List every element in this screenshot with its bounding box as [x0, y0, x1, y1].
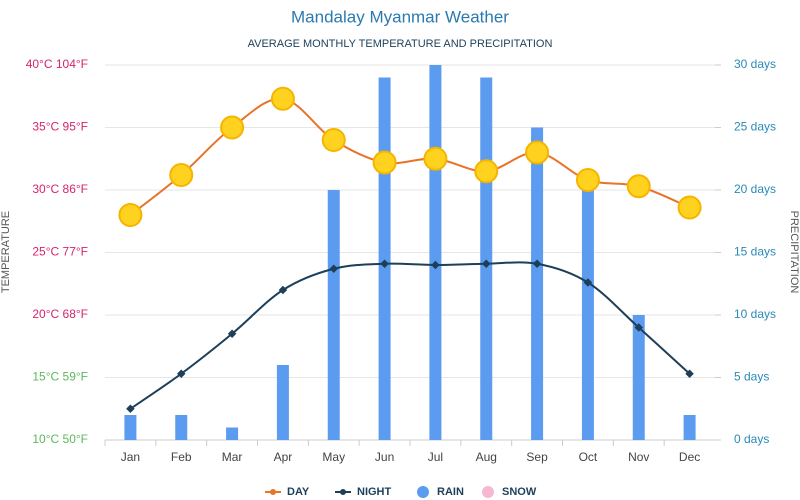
sun-marker [169, 163, 194, 187]
legend-swatch [482, 486, 494, 498]
y2-axis-title: PRECIPITATION [788, 211, 800, 294]
y-tick-label: 25°C 77°F [32, 245, 88, 259]
rain-bar [581, 177, 594, 440]
sun-marker [423, 146, 448, 171]
x-tick-label: Jul [428, 450, 443, 464]
legend-swatch [270, 489, 276, 495]
point [482, 259, 491, 268]
rain-bar [124, 415, 137, 440]
y2-tick-label: 0 days [734, 432, 769, 446]
x-tick-label: Dec [679, 450, 700, 464]
point [278, 285, 288, 295]
rain-bar [226, 427, 239, 440]
line-day [129, 97, 690, 216]
y-tick-label: 30°C 86°F [32, 182, 88, 196]
point [329, 264, 338, 273]
rain-bar [531, 127, 544, 440]
legend-swatch [417, 486, 429, 498]
sun-marker [525, 140, 550, 165]
sun-marker [474, 159, 499, 184]
sun-marker [270, 86, 295, 111]
x-tick-label: Jun [375, 450, 394, 464]
x-tick-label: Mar [222, 450, 243, 464]
point [583, 278, 593, 287]
y2-tick-label: 30 days [734, 57, 776, 71]
rain-bar [429, 65, 442, 440]
line-night [129, 261, 691, 410]
x-tick-label: Jan [121, 450, 140, 464]
y2-tick-label: 5 days [734, 370, 769, 384]
legend-label: DAY [287, 486, 310, 498]
y-tick-label: 20°C 68°F [32, 307, 88, 321]
sun-marker [220, 115, 245, 140]
rain-bar [378, 77, 391, 440]
x-tick-label: May [322, 450, 345, 464]
rain-bar [480, 77, 493, 440]
y2-tick-label: 15 days [734, 245, 776, 259]
x-tick-label: Sep [526, 450, 548, 464]
y2-tick-label: 20 days [734, 182, 776, 196]
point [177, 369, 186, 378]
y2-tick-label: 10 days [734, 307, 776, 321]
y-axis-title: TEMPERATURE [0, 211, 12, 293]
y-tick-label: 10°C 50°F [32, 432, 88, 446]
x-tick-label: Oct [579, 450, 598, 464]
legend-label: SNOW [502, 486, 537, 498]
rain-bar [175, 415, 188, 440]
sun-marker [626, 174, 651, 199]
chart-subtitle: AVERAGE MONTHLY TEMPERATURE AND PRECIPIT… [248, 38, 553, 50]
point [634, 323, 643, 332]
sun-marker [321, 128, 346, 152]
point [227, 329, 237, 338]
legend-label: RAIN [437, 486, 464, 498]
point [532, 259, 542, 268]
sun-marker [118, 203, 143, 227]
point [431, 260, 440, 270]
x-tick-label: Feb [171, 450, 192, 464]
x-tick-label: Nov [628, 450, 649, 464]
sun-marker [575, 168, 600, 192]
rain-bar [276, 365, 289, 440]
legend-label: NIGHT [357, 486, 392, 498]
x-tick-label: Aug [476, 450, 497, 464]
point [685, 369, 694, 378]
legend-swatch [340, 489, 346, 495]
point [380, 259, 389, 268]
sun-marker [677, 195, 702, 220]
chart-title: Mandalay Myanmar Weather [291, 7, 509, 26]
y-tick-label: 35°C 95°F [32, 120, 88, 134]
x-tick-label: Apr [274, 450, 293, 464]
rain-bar [327, 190, 340, 440]
y-tick-label: 40°C 104°F [26, 57, 88, 71]
sun-marker [372, 150, 397, 175]
rain-bar [683, 415, 696, 440]
y2-tick-label: 25 days [734, 120, 776, 134]
rain-bar [632, 315, 645, 440]
y-tick-label: 15°C 59°F [32, 370, 88, 384]
